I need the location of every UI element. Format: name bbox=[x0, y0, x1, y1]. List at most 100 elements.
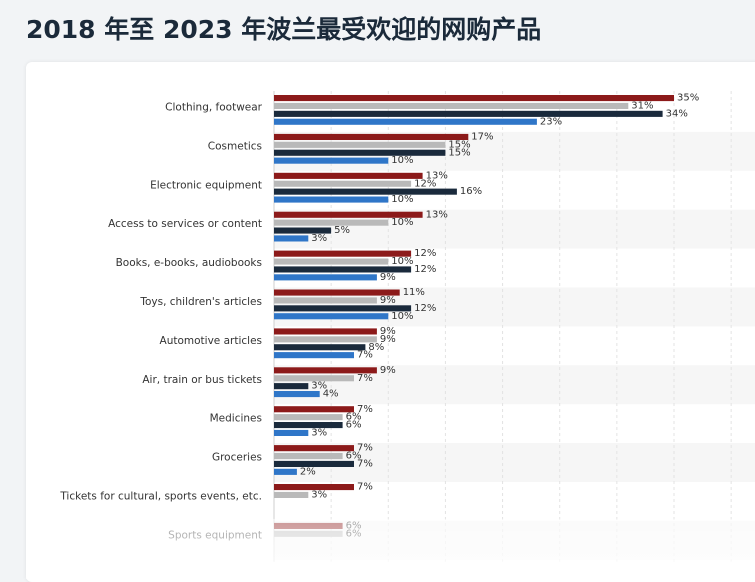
bar[interactable] bbox=[274, 180, 412, 187]
data-label: 12% bbox=[414, 178, 436, 189]
data-label: 7% bbox=[357, 459, 373, 470]
data-label: 10% bbox=[391, 194, 413, 205]
row-band bbox=[274, 443, 755, 482]
bottom-fade bbox=[26, 518, 755, 579]
category-label: Tickets for cultural, sports events, etc… bbox=[59, 491, 262, 503]
bar[interactable] bbox=[274, 235, 309, 242]
data-label: 5% bbox=[334, 225, 350, 236]
category-label: Air, train or bus tickets bbox=[142, 374, 262, 386]
data-label: 7% bbox=[357, 373, 373, 384]
category-label: Automotive articles bbox=[160, 335, 262, 347]
data-label: 7% bbox=[357, 404, 373, 415]
bar[interactable] bbox=[274, 328, 377, 335]
bar[interactable] bbox=[274, 258, 389, 265]
bar[interactable] bbox=[274, 305, 412, 312]
page-title: 2018 年至 2023 年波兰最受欢迎的网购产品 bbox=[26, 15, 542, 44]
bar[interactable] bbox=[274, 406, 354, 413]
data-label: 9% bbox=[380, 365, 396, 376]
data-label: 17% bbox=[471, 132, 493, 143]
data-label: 10% bbox=[391, 256, 413, 267]
data-label: 2% bbox=[300, 466, 316, 477]
bar[interactable] bbox=[274, 484, 354, 491]
data-label: 9% bbox=[380, 334, 396, 345]
bar[interactable] bbox=[274, 375, 354, 382]
fade-overlay bbox=[26, 518, 755, 579]
category-label: Clothing, footwear bbox=[165, 102, 263, 114]
data-label: 12% bbox=[414, 303, 436, 314]
data-label: 7% bbox=[357, 482, 373, 493]
data-label: 3% bbox=[311, 233, 327, 244]
bar[interactable] bbox=[274, 118, 537, 125]
data-label: 9% bbox=[380, 295, 396, 306]
bar[interactable] bbox=[274, 250, 412, 257]
category-label: Books, e-books, audiobooks bbox=[116, 257, 262, 269]
data-label: 9% bbox=[380, 326, 396, 337]
data-label: 7% bbox=[357, 350, 373, 361]
bar[interactable] bbox=[274, 157, 389, 164]
bar[interactable] bbox=[274, 196, 389, 203]
data-label: 15% bbox=[448, 147, 470, 158]
bar[interactable] bbox=[274, 422, 343, 429]
category-label: Electronic equipment bbox=[150, 179, 262, 191]
data-label: 7% bbox=[357, 443, 373, 454]
bar[interactable] bbox=[274, 149, 446, 156]
bar-chart: 35%31%34%23%17%15%15%10%13%12%16%10%13%1… bbox=[26, 91, 755, 579]
bar[interactable] bbox=[274, 188, 457, 195]
bar[interactable] bbox=[274, 227, 332, 234]
data-label: 23% bbox=[540, 116, 562, 127]
data-label: 3% bbox=[311, 381, 327, 392]
bar[interactable] bbox=[274, 491, 309, 498]
bar[interactable] bbox=[274, 219, 389, 226]
bar[interactable] bbox=[274, 453, 343, 460]
category-label: Cosmetics bbox=[208, 140, 262, 152]
bar[interactable] bbox=[274, 336, 377, 343]
bar[interactable] bbox=[274, 266, 412, 273]
data-label: 9% bbox=[380, 272, 396, 283]
bar[interactable] bbox=[274, 414, 343, 421]
data-label: 3% bbox=[311, 490, 327, 501]
bar[interactable] bbox=[274, 313, 389, 320]
category-label: Access to services or content bbox=[108, 218, 262, 230]
bar[interactable] bbox=[274, 352, 354, 359]
data-label: 11% bbox=[403, 287, 425, 298]
bar[interactable] bbox=[274, 211, 423, 218]
bar[interactable] bbox=[274, 289, 400, 296]
data-label: 12% bbox=[414, 248, 436, 259]
bar[interactable] bbox=[274, 110, 663, 117]
bar[interactable] bbox=[274, 141, 446, 148]
bar[interactable] bbox=[274, 383, 309, 390]
bar[interactable] bbox=[274, 445, 354, 452]
category-labels: Clothing, footwear Cosmetics Electronic eq… bbox=[59, 102, 262, 542]
data-label: 31% bbox=[631, 101, 653, 112]
bar[interactable] bbox=[274, 429, 309, 436]
bar[interactable] bbox=[274, 274, 377, 281]
data-label: 10% bbox=[391, 311, 413, 322]
data-label: 34% bbox=[666, 108, 688, 119]
bar[interactable] bbox=[274, 460, 354, 467]
bars bbox=[274, 95, 674, 537]
bar[interactable] bbox=[274, 172, 423, 179]
bar[interactable] bbox=[274, 297, 377, 304]
bar[interactable] bbox=[274, 133, 469, 140]
chart-card: 35% 31% 34% 23% 17% 15% 15% 10% 13% 12% 16% 10% 13% 1… bbox=[26, 62, 755, 582]
bar[interactable] bbox=[274, 95, 674, 102]
category-label: Groceries bbox=[212, 452, 262, 464]
category-label: Toys, children's articles bbox=[139, 296, 262, 308]
data-label: 6% bbox=[346, 420, 362, 431]
data-label: 13% bbox=[426, 209, 448, 220]
bar[interactable] bbox=[274, 391, 320, 398]
data-label: 13% bbox=[426, 170, 448, 181]
data-label: 10% bbox=[391, 217, 413, 228]
bar[interactable] bbox=[274, 344, 366, 351]
data-label: 4% bbox=[323, 389, 339, 400]
data-label: 8% bbox=[368, 342, 384, 353]
gridlines bbox=[273, 91, 732, 562]
data-label: 12% bbox=[414, 264, 436, 275]
bar[interactable] bbox=[274, 102, 629, 109]
bar[interactable] bbox=[274, 367, 377, 374]
data-label: 35% bbox=[677, 93, 699, 104]
bar[interactable] bbox=[274, 468, 297, 475]
data-label: 15% bbox=[448, 139, 470, 150]
data-label: 10% bbox=[391, 155, 413, 166]
category-label: Medicines bbox=[210, 413, 262, 425]
